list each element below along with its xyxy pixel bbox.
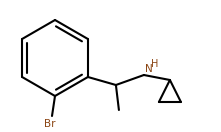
Text: Br: Br — [44, 119, 56, 129]
Text: N: N — [145, 64, 153, 74]
Text: H: H — [151, 59, 158, 69]
